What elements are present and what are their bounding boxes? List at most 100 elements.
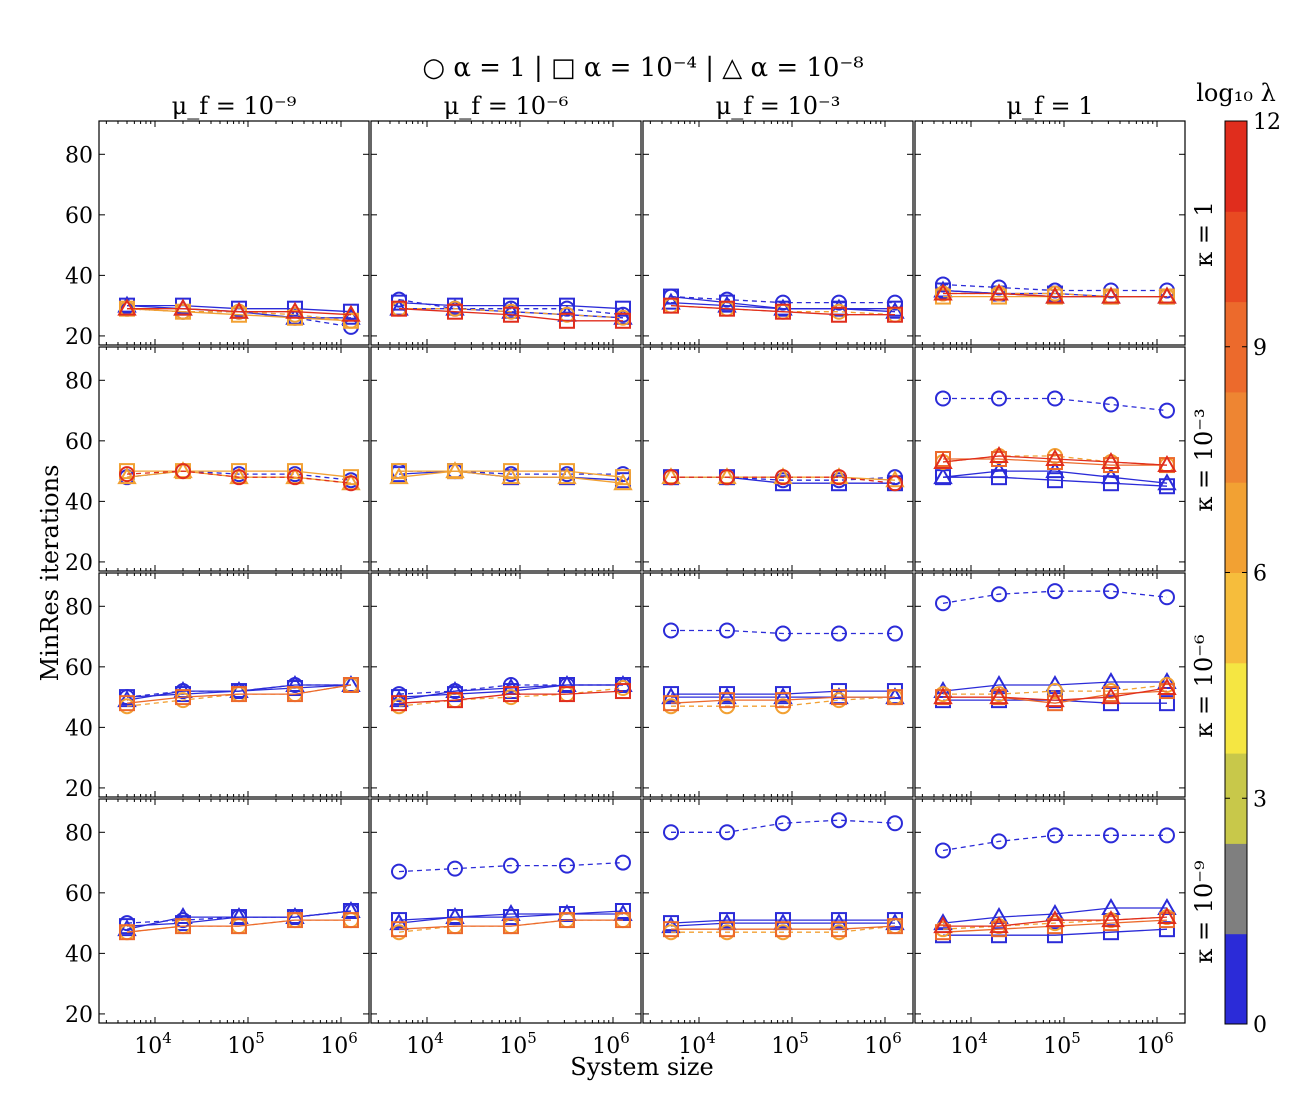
data-point xyxy=(1045,910,1065,928)
data-point xyxy=(1046,683,1063,700)
x-tick-label: 105 xyxy=(1043,1029,1081,1059)
y-axis-label: MinRes iterations xyxy=(36,465,64,682)
y-tick-label: 60 xyxy=(65,204,93,229)
data-point xyxy=(885,470,905,488)
series-group-r2-c3 xyxy=(661,467,905,492)
data-point xyxy=(1157,286,1177,304)
panel-frame xyxy=(642,798,914,1024)
data-point xyxy=(990,390,1007,407)
data-point xyxy=(229,301,249,319)
series-line xyxy=(126,910,352,930)
panel-frame xyxy=(370,120,642,346)
data-point xyxy=(558,857,575,874)
data-point xyxy=(933,452,953,470)
data-point xyxy=(174,463,191,480)
data-point xyxy=(934,451,951,467)
data-point xyxy=(118,695,135,712)
data-point xyxy=(558,912,575,929)
data-point xyxy=(989,461,1009,479)
series-line xyxy=(126,919,351,933)
data-point xyxy=(774,625,791,642)
data-point xyxy=(1157,907,1177,925)
data-point xyxy=(286,463,303,480)
y-tick-label: 60 xyxy=(65,656,93,681)
data-point xyxy=(174,689,191,706)
data-point xyxy=(989,283,1009,301)
data-point xyxy=(286,300,303,317)
series-line xyxy=(942,470,1168,484)
colorbar-tick-label: 3 xyxy=(1253,787,1267,812)
data-point xyxy=(717,687,737,705)
panel-frame xyxy=(98,798,370,1024)
data-point xyxy=(1157,455,1177,473)
series-line xyxy=(126,308,352,322)
series-group-r3-c4 xyxy=(933,583,1177,712)
series-group-r2-c2 xyxy=(389,461,633,491)
data-point xyxy=(342,475,359,492)
y-tick-label: 20 xyxy=(65,325,93,350)
series-line xyxy=(942,590,1168,604)
data-point xyxy=(230,463,247,480)
data-point xyxy=(117,295,137,313)
data-point xyxy=(830,625,847,642)
data-point xyxy=(1158,402,1175,419)
data-point xyxy=(117,298,137,316)
data-point xyxy=(662,288,679,305)
series-line xyxy=(398,861,624,873)
data-point xyxy=(830,469,847,486)
data-point xyxy=(341,304,361,322)
panel-r2-c3 xyxy=(643,347,914,571)
colorbar-segment xyxy=(1225,662,1247,754)
panel-frame xyxy=(98,120,370,346)
data-point xyxy=(662,686,679,703)
x-tick-label: 105 xyxy=(227,1029,265,1059)
data-point xyxy=(614,854,631,871)
data-point xyxy=(933,467,953,485)
panel-frame xyxy=(914,572,1186,798)
colorbar-segment xyxy=(1225,121,1247,212)
data-point xyxy=(614,469,631,486)
panel-r1-c1: 20 40 60 80 xyxy=(65,121,370,350)
data-point xyxy=(118,466,135,483)
data-point xyxy=(501,467,521,485)
x-tick-label: 104 xyxy=(950,1029,988,1059)
data-point xyxy=(389,467,409,485)
panel-frame xyxy=(914,798,1186,1024)
colorbar-tick-label: 12 xyxy=(1253,110,1281,135)
data-point xyxy=(1045,448,1065,466)
data-point xyxy=(229,907,249,925)
data-point xyxy=(173,907,193,925)
data-point xyxy=(1101,286,1121,304)
data-point xyxy=(1046,390,1063,407)
series-group-r4-c1 xyxy=(117,900,361,941)
data-point xyxy=(1102,396,1119,413)
panel-r2-c2 xyxy=(371,347,642,571)
column-title-1: μ_f = 10⁻⁹ xyxy=(172,92,297,120)
series-line xyxy=(942,834,1167,852)
data-point xyxy=(1046,927,1063,944)
series-line xyxy=(943,458,1167,466)
series-group-r3-c2 xyxy=(389,674,633,715)
colorbar-segment xyxy=(1225,933,1247,1025)
data-point xyxy=(1101,687,1121,705)
data-point xyxy=(390,912,407,929)
data-point xyxy=(989,916,1009,934)
data-point xyxy=(614,683,631,700)
series-line xyxy=(398,913,623,924)
data-point xyxy=(661,916,681,934)
panel-frame xyxy=(914,346,1186,572)
y-tick-label: 20 xyxy=(65,777,93,802)
x-tick-label: 104 xyxy=(134,1029,172,1059)
data-point xyxy=(229,681,249,699)
x-tick-label: 106 xyxy=(1136,1029,1174,1059)
data-point xyxy=(558,312,575,329)
data-point xyxy=(718,824,735,841)
data-point xyxy=(990,586,1007,603)
series-line xyxy=(671,925,896,930)
panel-frame xyxy=(370,346,642,572)
column-title-4: μ_f = 1 xyxy=(1006,92,1093,120)
series-group-r2-c1 xyxy=(117,461,361,492)
data-point xyxy=(558,297,575,314)
data-point xyxy=(933,916,953,934)
data-point xyxy=(286,469,303,486)
